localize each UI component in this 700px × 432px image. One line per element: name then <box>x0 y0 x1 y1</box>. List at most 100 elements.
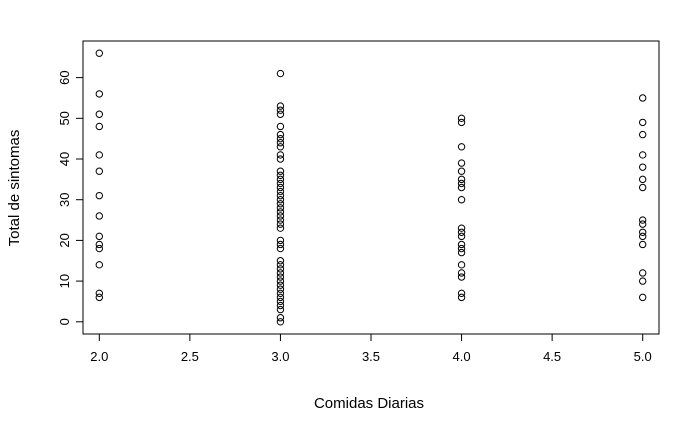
data-point <box>638 216 647 224</box>
data-point <box>276 134 285 143</box>
data-point <box>276 110 285 118</box>
data-point <box>457 269 466 277</box>
data-point <box>276 297 285 306</box>
data-point <box>638 232 647 241</box>
data-point <box>276 301 285 310</box>
data-point <box>276 179 285 188</box>
y-tick-label: 20 <box>57 233 72 247</box>
data-point <box>276 122 285 131</box>
y-axis: 0 10 20 30 40 50 60 <box>57 70 84 325</box>
data-point <box>95 289 104 298</box>
data-point <box>457 228 466 236</box>
data-point <box>276 236 285 245</box>
data-point <box>276 224 285 232</box>
data-point <box>276 212 285 220</box>
data-point <box>276 167 285 175</box>
data-point <box>276 318 285 326</box>
data-point <box>276 269 285 277</box>
data-point <box>457 143 466 151</box>
data-point <box>276 175 285 184</box>
data-point <box>457 232 466 241</box>
data-point <box>457 248 466 257</box>
data-point <box>638 151 647 159</box>
data-point <box>638 228 647 236</box>
data-point <box>276 240 285 249</box>
data-point <box>95 151 104 159</box>
data-point <box>638 220 647 228</box>
data-point <box>276 265 285 273</box>
data-point <box>276 289 285 298</box>
data-point <box>457 293 466 302</box>
data-point <box>276 273 285 281</box>
data-point <box>457 175 466 184</box>
data-point <box>95 261 104 269</box>
data-point <box>95 110 104 118</box>
plot-box <box>82 40 660 335</box>
data-point <box>638 293 647 302</box>
data-point <box>276 183 285 192</box>
data-point <box>457 289 466 298</box>
data-point <box>276 216 285 224</box>
data-point <box>95 191 104 200</box>
data-point <box>276 130 285 139</box>
data-point <box>457 196 466 204</box>
data-point <box>457 261 466 269</box>
data-point <box>276 204 285 212</box>
data-point <box>276 281 285 289</box>
data-point <box>276 208 285 216</box>
data-point <box>276 191 285 200</box>
data-point <box>95 293 104 302</box>
data-point <box>95 240 104 249</box>
data-point <box>95 167 104 175</box>
data-point <box>457 240 466 249</box>
x-tick-label: 3.0 <box>271 349 289 364</box>
data-point <box>276 285 285 293</box>
x-tick-label: 5.0 <box>634 349 652 364</box>
data-point <box>276 155 285 163</box>
data-point <box>276 305 285 314</box>
data-point <box>276 257 285 265</box>
x-tick-label: 2.5 <box>181 349 199 364</box>
data-point <box>638 269 647 277</box>
data-point <box>95 212 104 220</box>
data-point <box>276 314 285 322</box>
data-point <box>457 244 466 253</box>
y-tick-label: 50 <box>57 111 72 125</box>
x-axis-title: Comidas Diarias <box>314 395 424 412</box>
y-tick-label: 60 <box>57 70 72 84</box>
data-point <box>276 139 285 147</box>
y-tick-label: 10 <box>57 274 72 288</box>
data-point <box>95 90 104 98</box>
data-point <box>457 118 466 127</box>
data-points <box>95 49 647 326</box>
data-point <box>457 183 466 192</box>
data-point <box>276 200 285 208</box>
data-point <box>276 143 285 151</box>
data-point <box>276 220 285 228</box>
data-point <box>638 277 647 285</box>
data-point <box>457 179 466 188</box>
data-point <box>276 69 285 78</box>
data-point <box>276 151 285 159</box>
data-point <box>276 293 285 302</box>
x-axis: 2.0 2.5 3.0 3.5 4.0 4.5 5.0 <box>90 333 652 364</box>
data-point <box>638 240 647 249</box>
data-point <box>276 171 285 179</box>
data-point <box>638 118 647 127</box>
data-point <box>95 232 104 241</box>
data-point <box>95 244 104 253</box>
data-point <box>276 244 285 253</box>
data-point <box>638 183 647 192</box>
y-tick-label: 0 <box>57 318 72 325</box>
data-point <box>457 224 466 232</box>
data-point <box>638 94 647 102</box>
data-point <box>638 130 647 139</box>
y-tick-label: 30 <box>57 192 72 206</box>
x-tick-label: 3.5 <box>362 349 380 364</box>
data-point <box>457 114 466 123</box>
data-point <box>276 102 285 110</box>
y-tick-label: 40 <box>57 152 72 166</box>
data-point <box>457 159 466 167</box>
data-point <box>276 106 285 114</box>
